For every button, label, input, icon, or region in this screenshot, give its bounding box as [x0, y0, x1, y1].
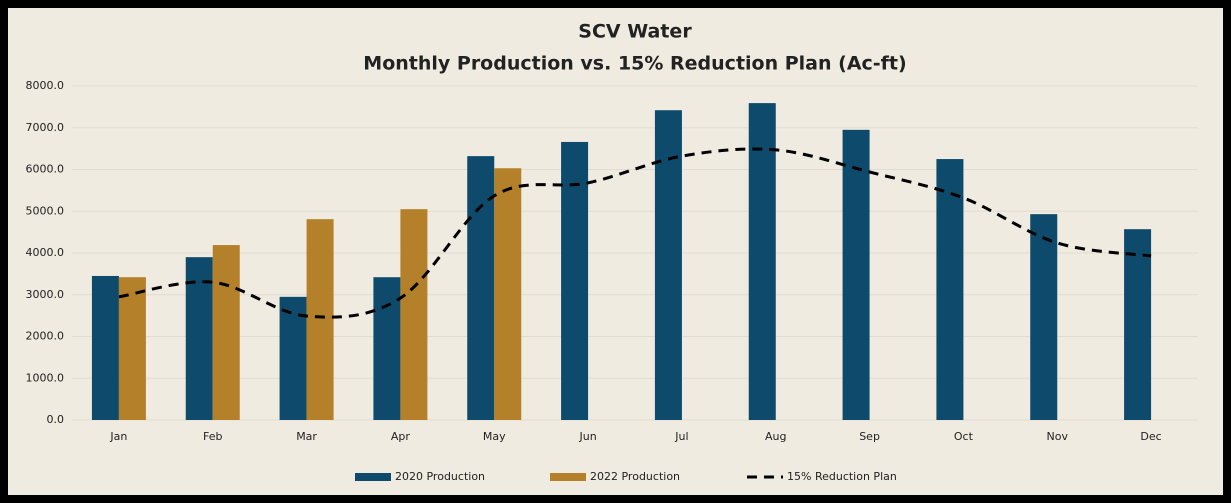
x-tick-label: Aug: [765, 430, 786, 443]
y-tick-label: 5000.0: [26, 204, 65, 217]
y-tick-label: 3000.0: [26, 288, 65, 301]
x-tick-label: May: [483, 430, 506, 443]
x-tick-label: Apr: [391, 430, 411, 443]
bar: [467, 156, 495, 420]
x-tick-label: Feb: [203, 430, 222, 443]
bar: [306, 219, 334, 420]
y-tick-label: 0.0: [47, 413, 65, 426]
x-tick-label: Sep: [859, 430, 880, 443]
bar: [212, 245, 240, 420]
legend-swatch: [550, 473, 586, 481]
legend-label: 2022 Production: [590, 470, 680, 483]
y-tick-label: 2000.0: [26, 330, 65, 343]
x-tick-label: Mar: [296, 430, 317, 443]
bar: [494, 168, 522, 420]
x-tick-label: Jul: [674, 430, 688, 443]
bar: [1030, 214, 1058, 420]
bar: [1124, 229, 1152, 420]
y-tick-label: 6000.0: [26, 163, 65, 176]
bar: [842, 129, 870, 420]
x-tick-label: Dec: [1140, 430, 1161, 443]
bar: [936, 159, 964, 420]
y-tick-label: 1000.0: [26, 371, 65, 384]
y-tick-label: 7000.0: [26, 121, 65, 134]
bar: [279, 296, 307, 420]
legend-swatch: [355, 473, 391, 481]
legend-label: 15% Reduction Plan: [787, 470, 897, 483]
chart-subtitle: Monthly Production vs. 15% Reduction Pla…: [363, 53, 906, 75]
bar: [373, 277, 401, 420]
bar: [400, 209, 428, 420]
x-tick-label: Nov: [1047, 430, 1069, 443]
bar: [118, 277, 146, 420]
legend-label: 2020 Production: [395, 470, 485, 483]
chart-title: SCV Water: [578, 21, 692, 43]
line: [118, 147, 1152, 319]
bar: [91, 275, 119, 420]
bar: [748, 103, 776, 421]
y-tick-label: 8000.0: [26, 79, 65, 92]
y-tick-label: 4000.0: [26, 246, 65, 259]
x-tick-label: Oct: [954, 430, 974, 443]
bar: [561, 141, 589, 420]
x-tick-label: Jun: [578, 430, 596, 443]
x-tick-label: Jan: [109, 430, 127, 443]
bar: [185, 257, 213, 420]
